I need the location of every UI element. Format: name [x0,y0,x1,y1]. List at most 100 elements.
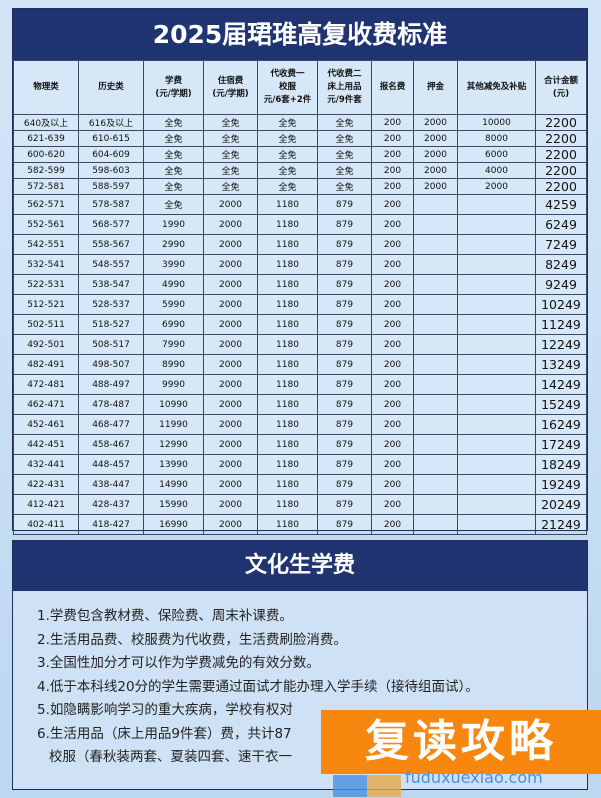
table-cell [413,314,458,335]
table-cell [413,374,458,395]
table-cell: 14249 [535,374,587,395]
table-cell: 7249 [535,234,587,255]
table-cell: 全免 [203,178,258,195]
table-cell: 全免 [143,194,204,215]
table-cell: 438-447 [78,474,144,495]
table-cell [457,454,536,475]
table-cell: 462-471 [13,394,79,415]
table-cell: 全免 [203,114,258,131]
table-cell: 879 [317,194,372,215]
fee-table-panel: 2025届珺琟高复收费标准 物理类 历史类 学费 (元/学期) 住宿费 (元/学期) 代… [12,8,588,535]
table-cell: 全免 [317,114,372,131]
table-cell: 10000 [457,114,536,131]
table-header: 物理类 历史类 学费 (元/学期) 住宿费 (元/学期) 代收费一 校服 元/6套+2件… [13,60,587,115]
table-cell: 1180 [257,514,318,535]
note-item: 校服（春秋装两套、夏装四套、速干衣一 [49,749,292,765]
table-cell: 498-507 [78,354,144,375]
table-cell: 2000 [203,414,258,435]
table-cell: 879 [317,294,372,315]
table-cell: 全免 [257,114,318,131]
table-cell: 全免 [317,130,372,147]
table-cell [413,294,458,315]
table-cell [457,294,536,315]
table-row: 512-521 528-537 5990 2000 1180 879 200 10249 [13,294,587,315]
table-cell [413,334,458,355]
table-cell: 528-537 [78,294,144,315]
table-row: 492-501 508-517 7990 2000 1180 879 200 12249 [13,334,587,355]
table-cell: 4000 [457,162,536,179]
table-cell: 200 [371,114,414,131]
table-cell: 8249 [535,254,587,275]
table-cell: 879 [317,354,372,375]
table-cell: 200 [371,334,414,355]
table-cell: 2000 [203,454,258,475]
table-cell: 19249 [535,474,587,495]
table-cell [413,234,458,255]
table-row: 462-471 478-487 10990 2000 1180 879 200 15249 [13,394,587,415]
table-cell: 518-527 [78,314,144,335]
table-cell [457,514,536,535]
table-row: 482-491 498-507 8990 2000 1180 879 200 13249 [13,354,587,375]
table-cell: 10249 [535,294,587,315]
table-cell [413,414,458,435]
table-cell: 200 [371,374,414,395]
table-cell: 6000 [457,146,536,163]
table-cell: 879 [317,434,372,455]
table-cell: 全免 [203,146,258,163]
table-row: 412-421 428-437 15990 2000 1180 879 200 20249 [13,494,587,515]
table-cell: 448-457 [78,454,144,475]
table-cell: 2000 [203,514,258,535]
table-cell: 1180 [257,254,318,275]
table-cell: 200 [371,354,414,375]
table-cell: 552-561 [13,214,79,235]
table-cell [413,274,458,295]
table-cell [413,214,458,235]
table-cell: 1180 [257,354,318,375]
table-cell: 2000 [203,314,258,335]
table-cell [413,474,458,495]
table-cell: 879 [317,414,372,435]
table-cell: 621-639 [13,130,79,147]
table-cell: 全免 [317,146,372,163]
table-cell: 200 [371,162,414,179]
table-cell: 200 [371,130,414,147]
table-cell: 200 [371,214,414,235]
table-cell: 4990 [143,274,204,295]
table-row: 452-461 468-477 11990 2000 1180 879 200 16249 [13,414,587,435]
table-cell: 879 [317,234,372,255]
table-cell: 全免 [257,178,318,195]
table-cell [457,254,536,275]
table-cell: 538-547 [78,274,144,295]
table-cell: 2000 [203,234,258,255]
table-cell: 20249 [535,494,587,515]
column-header: 物理类 [13,60,79,115]
table-cell: 2000 [203,294,258,315]
table-cell: 200 [371,146,414,163]
table-cell: 442-451 [13,434,79,455]
table-cell: 全免 [317,178,372,195]
table-cell: 200 [371,254,414,275]
table-cell [413,194,458,215]
notes-panel: 文化生学费 1.学费包含教材费、保险费、周末补课费。 2.生活用品费、校服费为代收… [12,540,588,790]
note-item: 4.低于本科线20分的学生需要通过面试才能办理入学手续（接待组面试）。 [37,678,479,695]
table-cell: 10990 [143,394,204,415]
table-row: 522-531 538-547 4990 2000 1180 879 200 9249 [13,274,587,295]
table-cell: 200 [371,178,414,195]
table-cell [413,494,458,515]
table-cell: 879 [317,494,372,515]
table-row: 572-581 588-597 全免 全免 全免 全免 200 2000 2000 2200 [13,178,587,195]
table-cell [457,474,536,495]
table-cell: 432-441 [13,454,79,475]
table-cell: 1180 [257,334,318,355]
table-cell: 402-411 [13,514,79,535]
table-row: 422-431 438-447 14990 2000 1180 879 200 19249 [13,474,587,495]
column-header: 历史类 [78,60,144,115]
table-cell: 578-587 [78,194,144,215]
table-cell: 879 [317,254,372,275]
note-item: 1.学费包含教材费、保险费、周末补课费。 [37,608,293,624]
table-cell [413,354,458,375]
page-title: 2025届珺琟高复收费标准 [13,9,587,60]
table-cell: 14990 [143,474,204,495]
table-cell [457,214,536,235]
table-row: 502-511 518-527 6990 2000 1180 879 200 11249 [13,314,587,335]
